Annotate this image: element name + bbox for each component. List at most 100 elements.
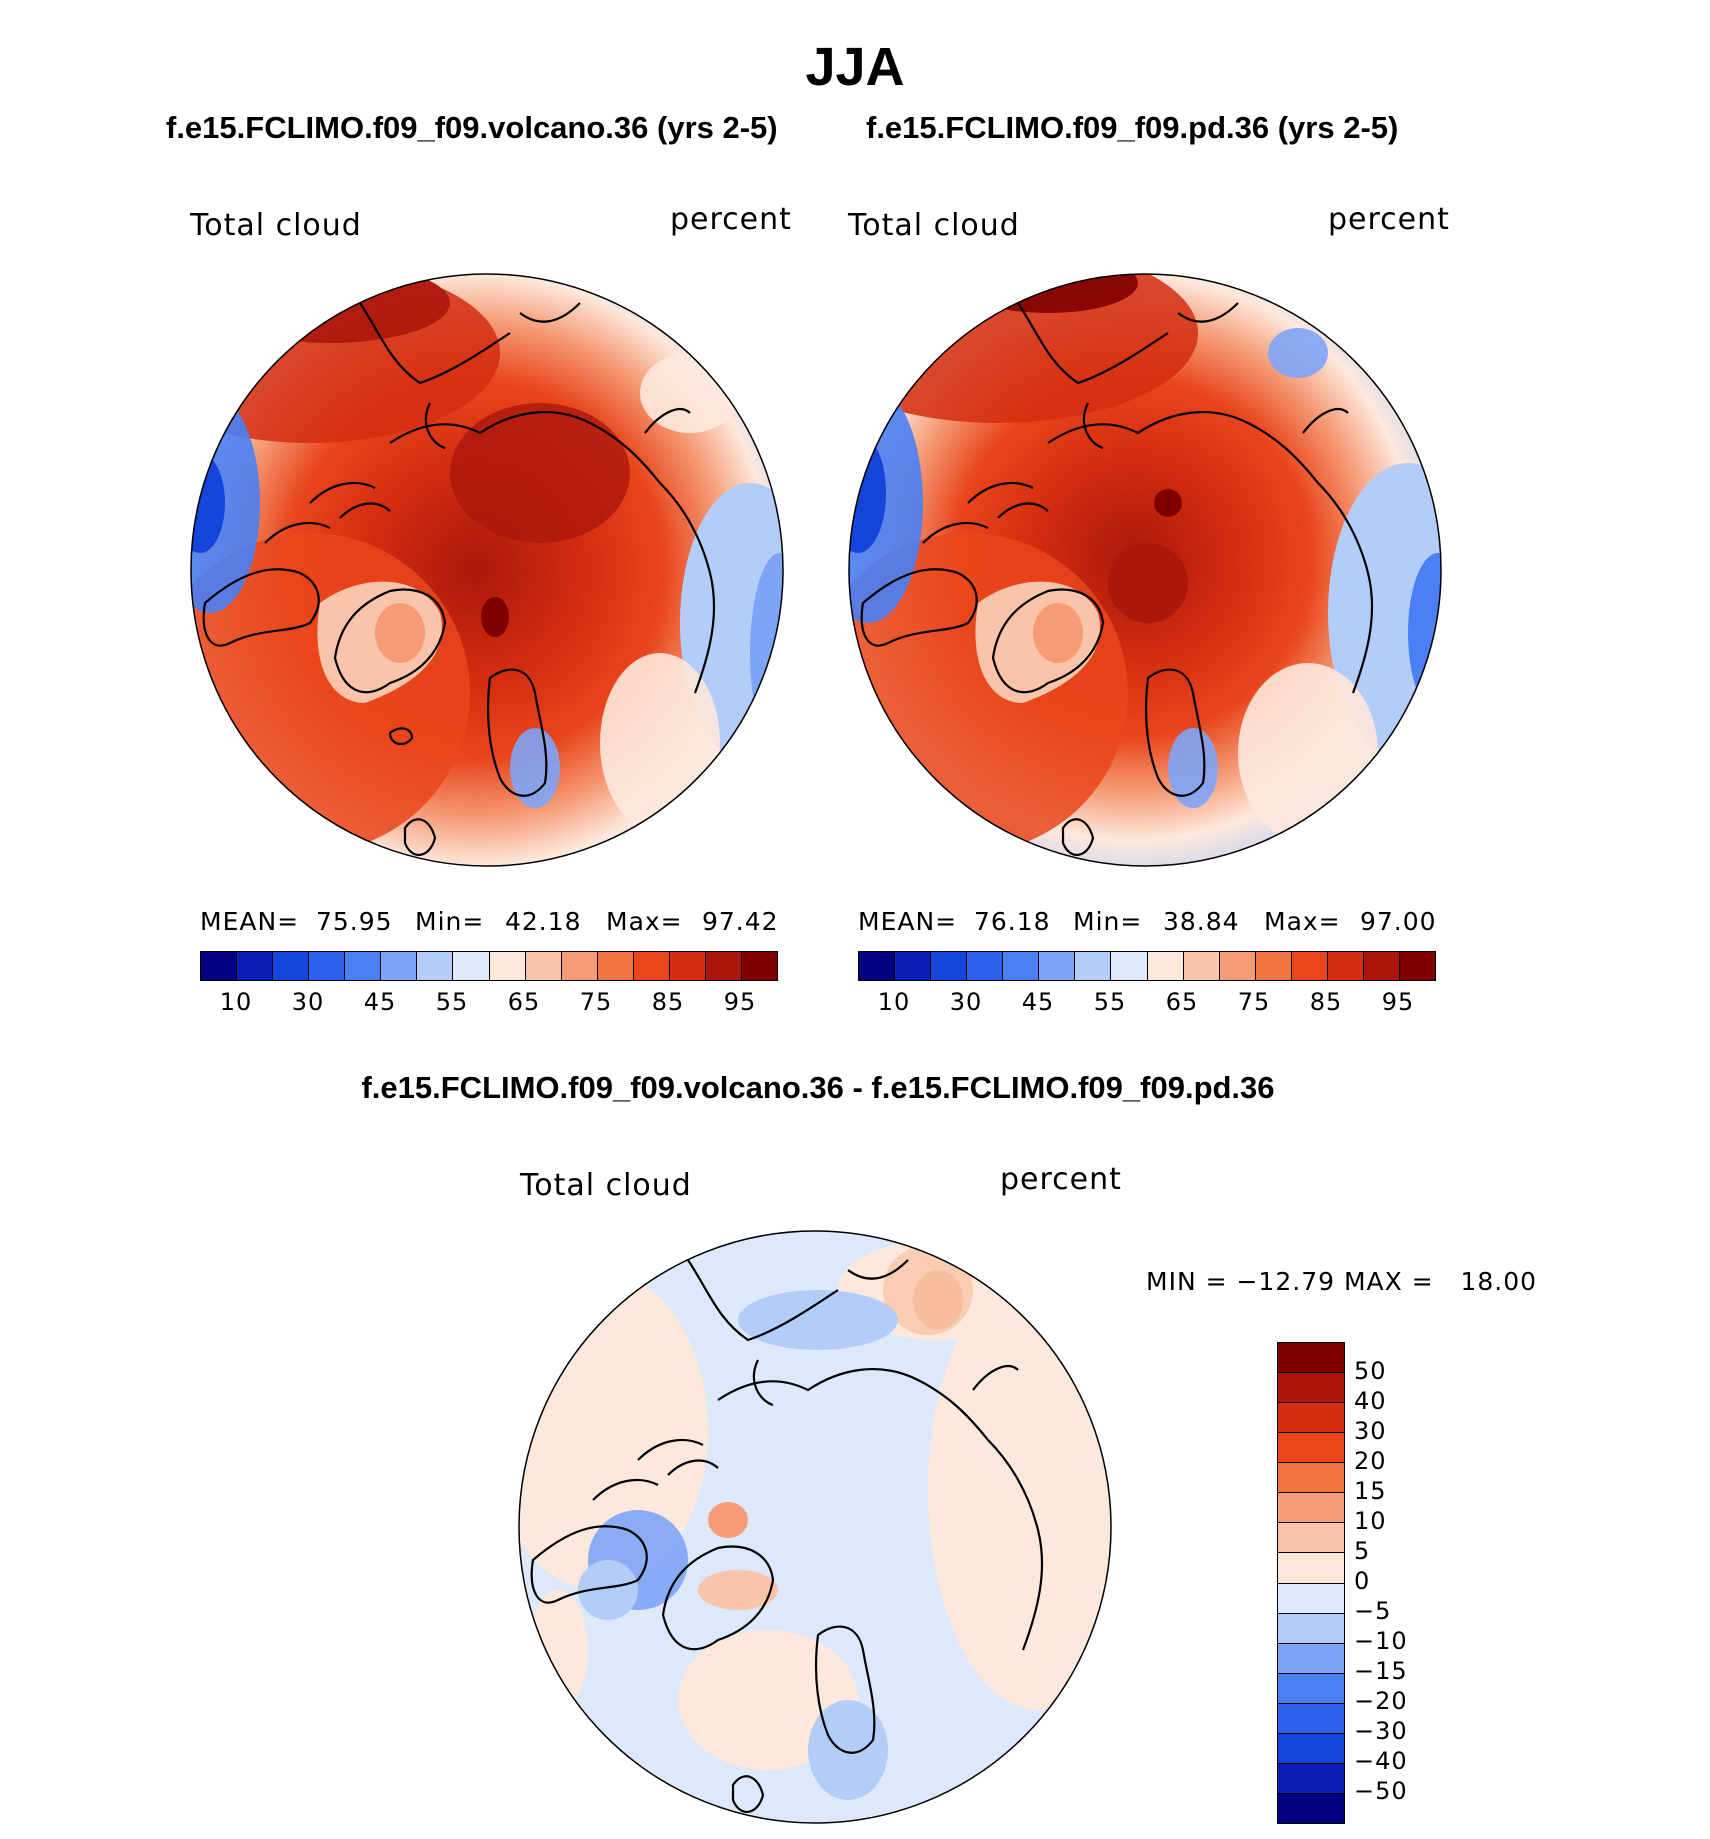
colorbar-swatch (488, 952, 525, 980)
panel1-mean-label: MEAN= (200, 907, 300, 936)
panel2-colorbar (858, 951, 1436, 981)
colorbar-swatch (632, 952, 669, 980)
colorbar-tick-label: 85 (651, 988, 685, 1016)
colorbar-swatch (1278, 1372, 1344, 1403)
colorbar-swatch (1278, 1762, 1344, 1793)
colorbar-swatch (1398, 952, 1435, 980)
colorbar-swatch (201, 952, 237, 980)
panel1-units-label: percent (670, 202, 792, 237)
colorbar-swatch (668, 952, 705, 980)
colorbar-tick-label: 0 (1354, 1567, 1371, 1595)
colorbar-swatch (1362, 952, 1399, 980)
colorbar-swatch (1278, 1582, 1344, 1613)
colorbar-swatch (1290, 952, 1327, 980)
figure-title: JJA (805, 37, 905, 97)
panel2-case-title: f.e15.FCLIMO.f09_f09.pd.36 (yrs 2-5) (866, 110, 1399, 145)
diff-case-title: f.e15.FCLIMO.f09_f09.volcano.36 - f.e15.… (361, 1070, 1275, 1105)
colorbar-swatch (1218, 952, 1255, 980)
colorbar-tick-label: −15 (1354, 1657, 1408, 1685)
diff-minmax-text: MIN = −12.79 MAX = 18.00 (1146, 1267, 1538, 1296)
colorbar-tick-label: 30 (1354, 1417, 1387, 1445)
colorbar-tick-label: −20 (1354, 1687, 1408, 1715)
colorbar-tick-label: 30 (949, 988, 983, 1016)
panel2-variable-label: Total cloud (848, 208, 1020, 243)
colorbar-swatch (1278, 1462, 1344, 1493)
colorbar-tick-label: −40 (1354, 1747, 1408, 1775)
colorbar-swatch (1146, 952, 1183, 980)
colorbar-tick-label: 15 (1354, 1477, 1387, 1505)
panel1-mean-value: 75.95 (316, 907, 393, 936)
colorbar-tick-label: −30 (1354, 1717, 1408, 1745)
colorbar-swatch (1278, 1612, 1344, 1643)
colorbar-swatch (380, 952, 417, 980)
colorbar-tick-label: 45 (363, 988, 397, 1016)
colorbar-tick-label: −5 (1354, 1597, 1392, 1625)
colorbar-swatch (1326, 952, 1363, 980)
colorbar-swatch (894, 952, 931, 980)
colorbar-swatch (1074, 952, 1111, 980)
diff-polar-map (518, 1230, 1112, 1824)
colorbar-swatch (344, 952, 381, 980)
diff-colorbar (1277, 1342, 1345, 1824)
colorbar-swatch (740, 952, 777, 980)
panel2-mean-label: MEAN= (858, 907, 958, 936)
panel2-min-label: Min= (1073, 907, 1143, 936)
panel2-units-label: percent (1328, 202, 1450, 237)
panel2-polar-map (848, 273, 1442, 867)
colorbar-tick-label: 50 (1354, 1357, 1387, 1385)
panel2-mean-value: 76.18 (974, 907, 1051, 936)
colorbar-tick-label: 95 (723, 988, 757, 1016)
colorbar-swatch (452, 952, 489, 980)
panel1-colorbar (200, 951, 778, 981)
colorbar-swatch (1038, 952, 1075, 980)
colorbar-swatch (524, 952, 561, 980)
colorbar-tick-label: 10 (1354, 1507, 1387, 1535)
panel1-variable-label: Total cloud (190, 208, 362, 243)
colorbar-swatch (930, 952, 967, 980)
colorbar-tick-label: 65 (507, 988, 541, 1016)
colorbar-tick-label: 85 (1309, 988, 1343, 1016)
colorbar-tick-label: −50 (1354, 1777, 1408, 1805)
diff-colorbar-labels: 50 40 30 20 15 10 5 0 −5 −10 −15 −20 −30 −40 −50 (1354, 1342, 1474, 1822)
colorbar-swatch (1278, 1552, 1344, 1583)
diff-units-label: percent (1000, 1162, 1122, 1197)
panel2-max-label: Max= (1264, 907, 1341, 936)
colorbar-tick-label: 10 (219, 988, 253, 1016)
colorbar-tick-label: 55 (435, 988, 469, 1016)
colorbar-tick-label: 20 (1354, 1447, 1387, 1475)
colorbar-tick-label: 65 (1165, 988, 1199, 1016)
colorbar-swatch (1182, 952, 1219, 980)
panel1-min-value: 42.18 (505, 907, 582, 936)
colorbar-tick-label: 95 (1381, 988, 1415, 1016)
colorbar-tick-label: 40 (1354, 1387, 1387, 1415)
colorbar-swatch (1278, 1792, 1344, 1823)
colorbar-tick-label: 10 (877, 988, 911, 1016)
panel1-colorbar-labels: 10 30 45 55 65 75 85 95 (200, 988, 776, 1018)
colorbar-swatch (272, 952, 309, 980)
colorbar-swatch (1110, 952, 1147, 980)
colorbar-swatch (1278, 1402, 1344, 1433)
colorbar-swatch (966, 952, 1003, 980)
panel1-max-label: Max= (606, 907, 683, 936)
colorbar-tick-label: 30 (291, 988, 325, 1016)
colorbar-tick-label: 45 (1021, 988, 1055, 1016)
colorbar-swatch (1278, 1642, 1344, 1673)
colorbar-swatch (1278, 1702, 1344, 1733)
colorbar-swatch (1278, 1732, 1344, 1763)
colorbar-tick-label: 75 (1237, 988, 1271, 1016)
colorbar-swatch (596, 952, 633, 980)
colorbar-tick-label: −10 (1354, 1627, 1408, 1655)
panel1-case-title: f.e15.FCLIMO.f09_f09.volcano.36 (yrs 2-5… (166, 110, 778, 145)
panel1-max-value: 97.42 (702, 907, 779, 936)
panel2-colorbar-labels: 10 30 45 55 65 75 85 95 (858, 988, 1434, 1018)
colorbar-swatch (859, 952, 895, 980)
colorbar-swatch (1278, 1343, 1344, 1373)
panel2-max-value: 97.00 (1360, 907, 1437, 936)
colorbar-swatch (236, 952, 273, 980)
colorbar-swatch (308, 952, 345, 980)
colorbar-swatch (416, 952, 453, 980)
colorbar-swatch (1254, 952, 1291, 980)
colorbar-swatch (1278, 1492, 1344, 1523)
panel2-min-value: 38.84 (1163, 907, 1240, 936)
panel1-min-label: Min= (415, 907, 485, 936)
